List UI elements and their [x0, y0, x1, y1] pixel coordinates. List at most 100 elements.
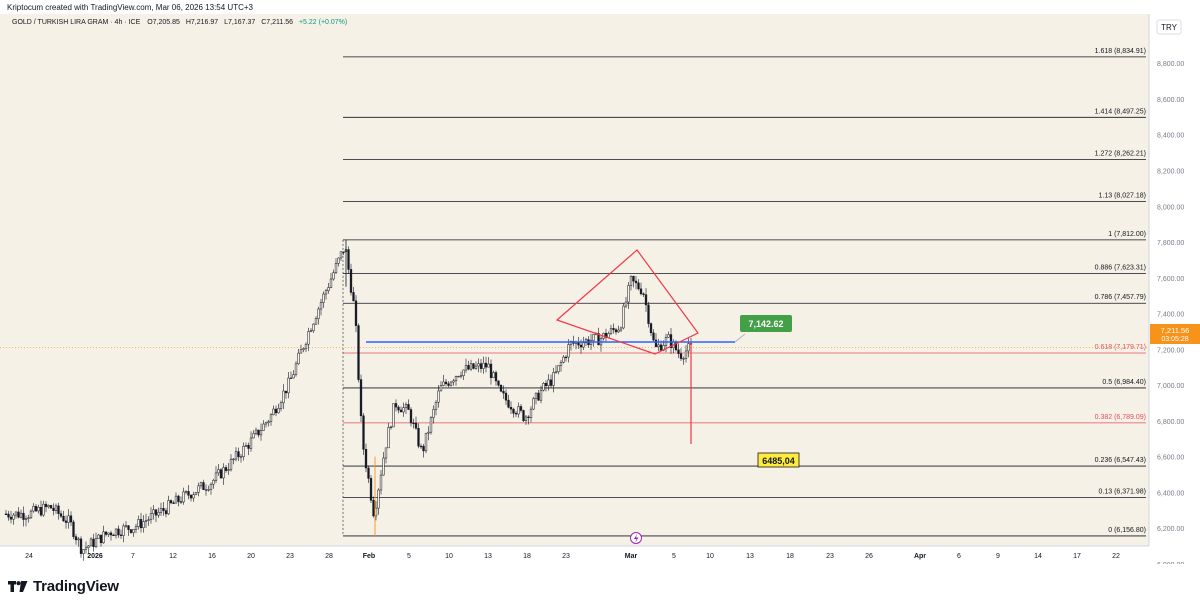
candle-body [359, 379, 363, 417]
svg-text:GOLD / TURKISH LIRA GRAM · 4h: GOLD / TURKISH LIRA GRAM · 4h · ICE O7,2… [12, 19, 347, 26]
candle-body [129, 529, 133, 533]
currency-button[interactable]: TRY [1156, 19, 1182, 35]
candle-body [499, 384, 503, 392]
lightning-event-icon[interactable] [630, 532, 642, 544]
target-green-label[interactable]: 7,142.62 [740, 315, 792, 332]
candle-body [349, 269, 353, 293]
candle-body [97, 534, 100, 539]
candle-body [379, 474, 383, 491]
candle-body [37, 507, 40, 512]
candle-body [564, 356, 568, 359]
candle-body [302, 348, 305, 351]
fib-level-label: 1.13 (8,027.18) [1099, 192, 1146, 199]
price-chart[interactable]: 1.618 (8,834.91) 1.414 (8,497.25) 1.272 (8… [0, 14, 1200, 569]
candle-body [142, 521, 145, 529]
time-tick-label: Mar [625, 553, 638, 560]
time-scale-background [0, 546, 1200, 564]
fib-level-label: 0.382 (6,789.09) [1095, 414, 1146, 421]
candle-body [224, 467, 228, 471]
candle-body [504, 392, 508, 401]
candle-body [209, 483, 213, 490]
candle-body [477, 363, 480, 367]
candle-body [117, 528, 120, 536]
target-green-text: 7,142.62 [748, 319, 783, 329]
candle-body [422, 445, 425, 452]
candle-body [99, 534, 103, 544]
diamond-pattern[interactable] [555, 249, 699, 355]
candle-body [92, 538, 95, 547]
candle-body [624, 301, 628, 307]
price-tick-label: 7,600.00 [1157, 276, 1184, 283]
candle-body [614, 329, 618, 333]
candle-body [194, 492, 198, 495]
candle-body [69, 515, 73, 523]
fibonacci-extension[interactable]: 1.618 (8,834.91) 1.414 (8,497.25) 1.272 (8… [0, 48, 1149, 537]
target-yellow-label[interactable]: 6485,04 [757, 452, 800, 468]
candle-body [399, 409, 403, 413]
candle-body [427, 431, 430, 434]
candle-body [327, 287, 330, 291]
candle-body [12, 514, 15, 520]
candle-body [287, 377, 290, 394]
time-tick-label: 10 [445, 553, 453, 560]
candle-body [74, 536, 78, 541]
candle-body [154, 509, 158, 516]
candle-body [584, 339, 588, 344]
candle-body [414, 422, 418, 429]
candle-body [322, 293, 325, 303]
legend-open: O7,205.85 [147, 19, 180, 26]
candle-body [509, 407, 513, 410]
candle-body [282, 390, 285, 404]
chart-area[interactable]: 1.618 (8,834.91) 1.414 (8,497.25) 1.272 (8… [0, 14, 1200, 569]
candle-body [269, 414, 273, 422]
candle-body [507, 399, 510, 408]
price-tick-label: 6,800.00 [1157, 419, 1184, 426]
candle-body [474, 365, 478, 369]
candle-body [267, 421, 270, 424]
candle-body [489, 363, 493, 378]
candle-body [132, 528, 135, 533]
candle-body [84, 547, 88, 550]
candle-body [654, 339, 658, 347]
candle-body [152, 509, 155, 514]
candle-body [9, 516, 13, 520]
candle-body [424, 432, 428, 452]
candle-body [659, 344, 663, 351]
candle-body [362, 415, 365, 450]
fib-level-label: 0.618 (7,179.71) [1095, 344, 1146, 351]
candle-body [549, 379, 553, 386]
candle-body [667, 334, 670, 338]
candle-body [239, 456, 243, 458]
drawings-layer[interactable]: 7,142.62 6485,04 [366, 249, 800, 544]
time-tick-label: 20 [247, 553, 255, 560]
candle-body [559, 362, 563, 366]
candle-body [289, 377, 293, 380]
candle-body [212, 480, 215, 485]
candle-body [307, 331, 310, 345]
candle-body [332, 272, 335, 280]
fib-level-label: 0.13 (6,371.98) [1099, 488, 1146, 495]
fib-level-label: 0.786 (7,457.79) [1095, 294, 1146, 301]
time-tick-label: 22 [1112, 553, 1120, 560]
time-axis[interactable]: 24 2026 7 12 16 20 23 28 Feb 5 10 13 18 23 Mar 5 10 13 18 2… [25, 553, 1120, 560]
candle-body [19, 512, 23, 518]
candle-body [342, 251, 345, 253]
tradingview-logo[interactable]: TradingView [8, 578, 119, 595]
candle-body [492, 372, 495, 378]
candle-body [87, 545, 90, 548]
price-tick-label: 7,200.00 [1157, 347, 1184, 354]
candle-body [22, 512, 25, 520]
candle-body [317, 308, 320, 319]
candle-body [189, 494, 193, 499]
candle-body [229, 458, 233, 470]
candle-body [244, 445, 248, 447]
candle-body [274, 408, 278, 414]
candle-body [609, 328, 613, 334]
candle-body [444, 381, 448, 384]
candle-body [384, 447, 388, 459]
candle-body [619, 327, 623, 331]
time-tick-label: 12 [169, 553, 177, 560]
candle-body [64, 520, 68, 523]
price-tick-label: 7,800.00 [1157, 240, 1184, 247]
legend-low: L7,167.37 [224, 19, 255, 26]
